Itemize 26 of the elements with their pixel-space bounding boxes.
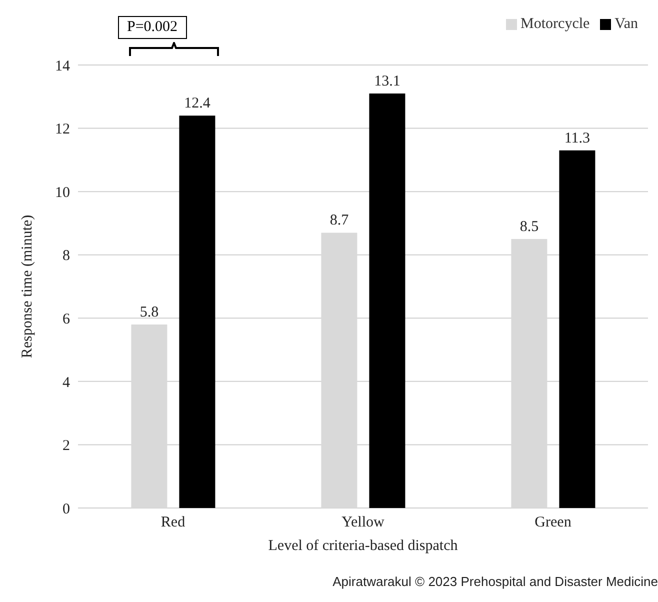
text: P=0.002 xyxy=(118,16,187,39)
y-tick-label: 12 xyxy=(55,122,70,138)
legend-label: Motorcycle xyxy=(520,16,590,32)
y-tick-label: 8 xyxy=(62,248,70,264)
data-label: 8.5 xyxy=(520,219,539,236)
y-tick-label: 2 xyxy=(62,438,70,454)
x-tick-label: Green xyxy=(534,514,572,531)
bar xyxy=(179,116,216,508)
data-label: 5.8 xyxy=(140,304,159,320)
x-axis-title: Level of criteria-based dispatch xyxy=(268,538,458,554)
y-tick-label: 14 xyxy=(55,58,70,74)
text: Apiratwarakul © 2023 Prehospital and Disaster Medicine xyxy=(332,574,658,589)
y-tick-label: 0 xyxy=(62,501,70,518)
x-tick-label: Red xyxy=(160,514,186,531)
data-label: 8.7 xyxy=(330,212,350,229)
y-axis-title: Response time (minute) xyxy=(19,214,36,358)
y-tick-label: 6 xyxy=(62,311,70,328)
bar xyxy=(559,150,596,508)
y-tick-label: 4 xyxy=(62,374,70,391)
data-label: 13.1 xyxy=(374,73,400,90)
y-tick-label: 10 xyxy=(55,184,70,201)
legend-label: Van xyxy=(614,16,638,32)
data-label: 12.4 xyxy=(184,96,211,112)
data-label: 11.3 xyxy=(564,130,590,146)
bar xyxy=(369,93,406,508)
x-tick-label: Yellow xyxy=(342,514,384,531)
